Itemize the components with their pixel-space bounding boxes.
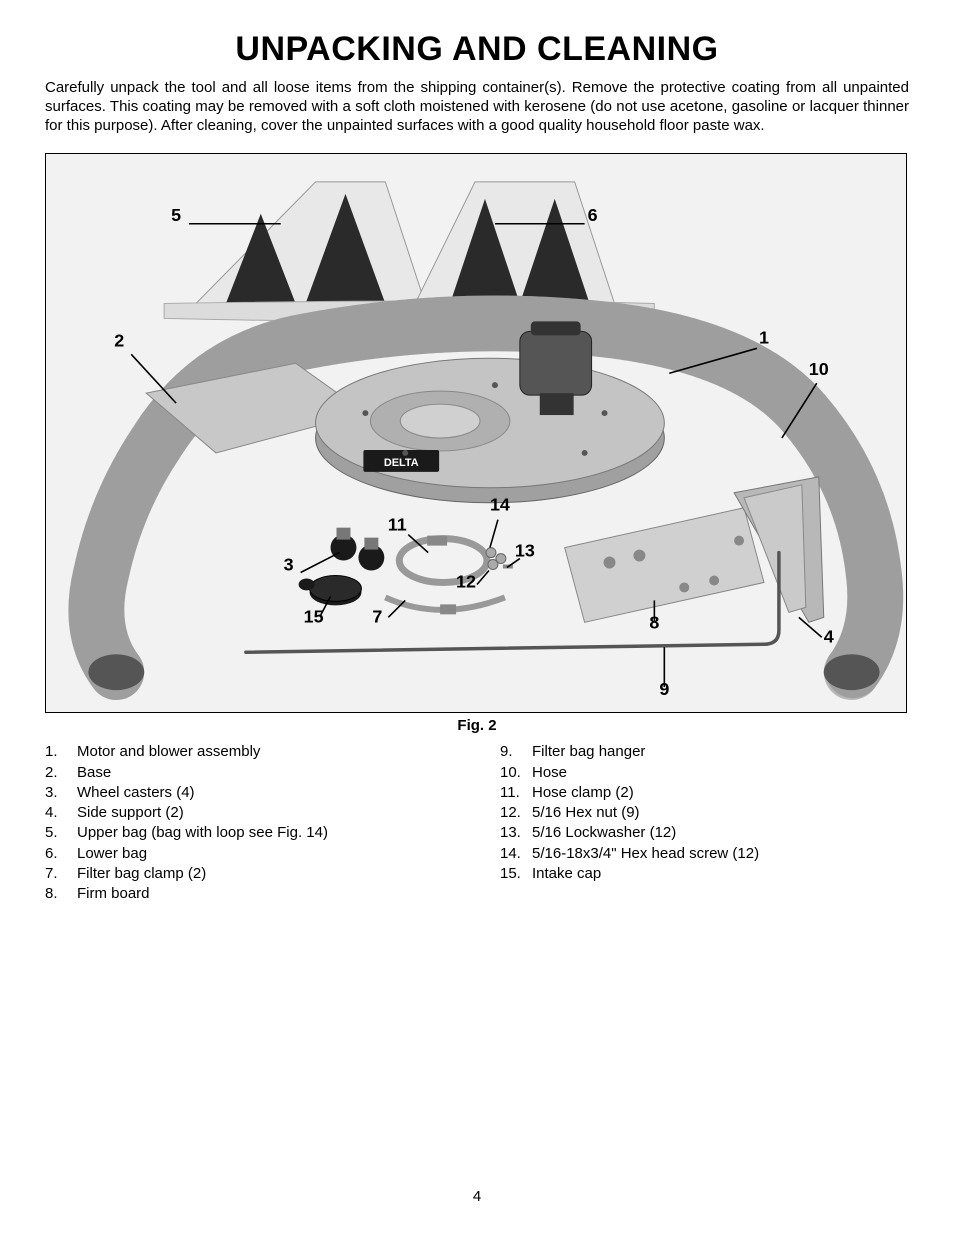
part-number: 15. <box>500 864 532 884</box>
part-label: Side support (2) <box>77 803 184 823</box>
part-row: 8.Firm board <box>45 884 500 904</box>
motor-body <box>520 332 592 396</box>
callout-10: 10 <box>809 359 829 379</box>
callout-15: 15 <box>304 607 324 627</box>
blower-center <box>400 404 480 438</box>
part-label: Motor and blower assembly <box>77 742 260 762</box>
part-label: Filter bag hanger <box>532 742 645 762</box>
clamp-screw <box>427 536 447 546</box>
part-label: 5/16 Lockwasher (12) <box>532 823 676 843</box>
callout-12: 12 <box>456 572 476 592</box>
part-row: 11.Hose clamp (2) <box>500 783 909 803</box>
hose-end-left <box>88 654 144 690</box>
part-row: 5.Upper bag (bag with loop see Fig. 14) <box>45 823 500 843</box>
callout-14: 14 <box>490 495 510 515</box>
part-label: 5/16-18x3/4" Hex head screw (12) <box>532 844 759 864</box>
parts-list-left: 1.Motor and blower assembly2.Base3.Wheel… <box>45 742 500 904</box>
part-row: 1.Motor and blower assembly <box>45 742 500 762</box>
callout-11: 11 <box>388 515 407 535</box>
screw <box>492 382 498 388</box>
part-label: Upper bag (bag with loop see Fig. 14) <box>77 823 328 843</box>
part-number: 7. <box>45 864 77 884</box>
part-number: 10. <box>500 763 532 783</box>
part-number: 8. <box>45 884 77 904</box>
part-label: Hose clamp (2) <box>532 783 634 803</box>
part-row: 2.Base <box>45 763 500 783</box>
figure-2: DELTA <box>45 153 907 713</box>
callout-7: 7 <box>372 607 382 627</box>
callout-5: 5 <box>171 205 181 225</box>
part-row: 15.Intake cap <box>500 864 909 884</box>
part-label: Base <box>77 763 111 783</box>
part-number: 11. <box>500 783 532 803</box>
part-row: 12.5/16 Hex nut (9) <box>500 803 909 823</box>
part-row: 10.Hose <box>500 763 909 783</box>
part-number: 14. <box>500 844 532 864</box>
callout-4: 4 <box>824 627 834 647</box>
figure-caption: Fig. 2 <box>45 717 909 734</box>
motor-cap <box>531 322 581 336</box>
page: UNPACKING AND CLEANING Carefully unpack … <box>0 0 954 1235</box>
part-label: Firm board <box>77 884 150 904</box>
part-label: 5/16 Hex nut (9) <box>532 803 640 823</box>
brand-label: DELTA <box>384 457 419 469</box>
part-number: 12. <box>500 803 532 823</box>
part-number: 6. <box>45 844 77 864</box>
part-row: 3.Wheel casters (4) <box>45 783 500 803</box>
part-number: 13. <box>500 823 532 843</box>
part-row: 13.5/16 Lockwasher (12) <box>500 823 909 843</box>
part-row: 4.Side support (2) <box>45 803 500 823</box>
callout-9: 9 <box>659 679 669 699</box>
callout-1: 1 <box>759 328 769 348</box>
part-label: Lower bag <box>77 844 147 864</box>
parts-list-right: 9.Filter bag hanger10.Hose11.Hose clamp … <box>500 742 909 904</box>
part-label: Wheel casters (4) <box>77 783 195 803</box>
part-label: Hose <box>532 763 567 783</box>
callout-8: 8 <box>649 613 659 633</box>
part-row: 9.Filter bag hanger <box>500 742 909 762</box>
part-number: 1. <box>45 742 77 762</box>
instructions-paragraph: Carefully unpack the tool and all loose … <box>45 79 909 135</box>
parts-list: 1.Motor and blower assembly2.Base3.Wheel… <box>45 742 909 904</box>
part-number: 2. <box>45 763 77 783</box>
part-label: Intake cap <box>532 864 601 884</box>
part-row: 14.5/16-18x3/4" Hex head screw (12) <box>500 844 909 864</box>
part-number: 4. <box>45 803 77 823</box>
part-row: 7.Filter bag clamp (2) <box>45 864 500 884</box>
callout-3: 3 <box>284 555 294 575</box>
part-label: Filter bag clamp (2) <box>77 864 206 884</box>
callout-13: 13 <box>515 541 535 561</box>
callout-6: 6 <box>588 205 598 225</box>
part-number: 5. <box>45 823 77 843</box>
hose-end-right <box>824 654 880 690</box>
part-number: 3. <box>45 783 77 803</box>
part-row: 6.Lower bag <box>45 844 500 864</box>
page-title: UNPACKING AND CLEANING <box>45 30 909 69</box>
motor-mount <box>540 393 574 415</box>
figure-svg: DELTA <box>46 154 906 712</box>
screw <box>362 410 368 416</box>
part-number: 9. <box>500 742 532 762</box>
callout-2: 2 <box>114 331 124 351</box>
page-number: 4 <box>0 1188 954 1205</box>
